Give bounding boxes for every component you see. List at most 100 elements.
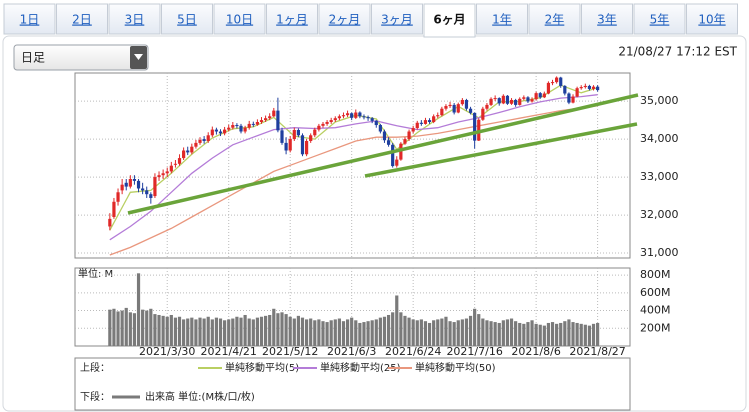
tab-label[interactable]: 1日 [20,13,40,27]
candle-body [337,116,341,119]
candle-body [415,122,419,129]
select-arrow [134,54,143,60]
candle-body [596,86,600,91]
candle-body [391,144,395,167]
candle-body [358,112,362,117]
candle-body [259,120,264,123]
tab[interactable] [108,3,161,35]
candle-body [485,104,489,109]
tab[interactable] [3,3,56,35]
volume-bar [571,322,575,346]
tab-label[interactable]: 1年 [492,13,512,27]
candle-body [452,104,456,113]
tab-label[interactable]: 10年 [698,13,725,27]
tab[interactable] [633,3,686,35]
volume-bar [493,322,497,346]
period-select[interactable]: 日足 [13,44,149,71]
volume-bar [214,317,219,346]
candle-body [169,165,173,172]
tab[interactable] [371,3,423,35]
candle-body [182,150,186,159]
volume-bar [169,314,173,346]
volume-bar [583,324,587,346]
candle-body [112,201,116,217]
candle-body [591,86,596,89]
volume-bar [395,295,399,346]
tab-label[interactable]: 2年 [545,13,565,27]
tab[interactable] [161,3,213,35]
candle-body [563,85,567,94]
candle-body [165,171,169,174]
volume-bar [542,325,546,346]
legend-label: 下段： [80,390,110,403]
legend-label: 出来高 単位:(M株/口/枚) [145,390,255,403]
x-tick-label: 2021/6/3 [327,345,376,358]
volume-bar [251,319,255,346]
volume-bar [468,315,473,346]
tab-label[interactable]: 2ヶ月 [329,13,361,27]
volume-bar [579,323,583,346]
tab-label[interactable]: 3年 [597,13,617,27]
tab-label[interactable]: 3日 [125,13,145,27]
tab-label[interactable]: 5年 [650,13,670,27]
candle-body [276,110,280,131]
candle-body [559,77,563,86]
tab[interactable] [213,3,266,35]
tab[interactable] [423,3,476,38]
candle-body [218,131,223,134]
volume-bar [477,314,481,346]
volume-bar [124,307,128,346]
candle-body [341,115,346,117]
tab[interactable] [318,3,371,35]
tab[interactable] [476,3,528,35]
legend-label: 単純移動平均(25) [320,361,401,374]
tab-label[interactable]: 1ヶ月 [276,13,308,27]
tab[interactable] [686,3,738,35]
candle-body [239,125,243,132]
volume-bar [460,319,464,346]
candle-body [514,99,518,105]
tab-label[interactable]: 10日 [226,13,253,27]
volume-bar [386,314,391,346]
candle-body [223,129,227,134]
candle-body [177,158,182,164]
tab-label[interactable]: 5日 [177,13,197,27]
candle-body [153,177,157,197]
volume-bar [518,322,522,346]
candle-body [247,123,251,128]
candle-body [448,104,452,107]
volume-bar [300,317,305,346]
tab-label[interactable]: 3ヶ月 [381,13,413,27]
volume-bar [177,316,182,346]
candle-body [149,194,153,198]
trend-line [364,122,638,178]
volume-bar [403,315,407,346]
candle-body [354,112,358,118]
candle-body [579,87,583,89]
candle-body [460,99,464,105]
tab[interactable] [56,3,108,35]
volume-bar [534,323,538,346]
volume-bar [370,320,374,346]
volume-bar [317,319,321,346]
tab[interactable] [266,3,318,35]
volume-bar [354,320,358,346]
volume-bar [264,315,268,346]
tab[interactable] [528,3,581,35]
volume-bar [235,316,239,346]
tab-label[interactable]: 2日 [72,13,92,27]
volume-bar [243,314,247,346]
candle-body [583,85,587,88]
volume-bar [526,322,530,346]
tab-label[interactable]: 6ヶ月 [433,13,465,27]
candle-body [329,120,333,123]
volume-bar [464,318,469,346]
volume-bar [227,319,231,346]
volume-bar [345,319,350,346]
tab[interactable] [581,3,633,35]
volume-bar [292,318,296,346]
candle-body [280,130,284,143]
select-box[interactable] [13,44,149,71]
candle-body [235,125,239,127]
volume-bar [116,311,120,346]
